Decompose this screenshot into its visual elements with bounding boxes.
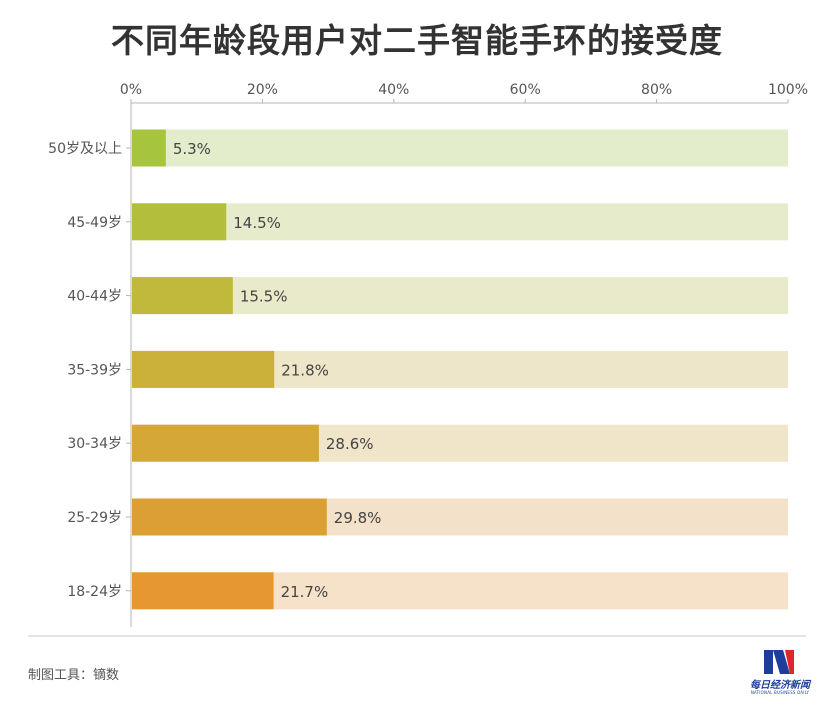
chart-title: 不同年龄段用户对二手智能手环的接受度 bbox=[111, 21, 723, 60]
bar-track bbox=[132, 129, 788, 167]
category-label: 45-49岁 bbox=[67, 215, 122, 231]
bar bbox=[132, 277, 233, 315]
x-tick-label: 60% bbox=[510, 82, 541, 98]
data-label: 21.8% bbox=[281, 361, 329, 379]
bar bbox=[132, 203, 227, 241]
category-label: 30-34岁 bbox=[67, 436, 122, 452]
category-label: 40-44岁 bbox=[67, 289, 122, 305]
data-label: 14.5% bbox=[233, 214, 281, 232]
category-label: 25-29岁 bbox=[67, 510, 122, 526]
data-label: 28.6% bbox=[326, 435, 374, 453]
publisher-logo: 每日经济新闻 NATIONAL BUSINESS DAILY bbox=[740, 646, 820, 702]
category-label: 18-24岁 bbox=[67, 584, 122, 600]
x-tick-label: 40% bbox=[378, 82, 409, 98]
x-tick-label: 0% bbox=[120, 82, 142, 98]
bar-track bbox=[132, 277, 788, 315]
bar-track bbox=[132, 203, 788, 241]
category-label: 35-39岁 bbox=[67, 362, 122, 378]
data-label: 29.8% bbox=[334, 509, 382, 527]
data-label: 15.5% bbox=[240, 288, 288, 306]
data-label: 5.3% bbox=[173, 140, 211, 158]
category-label: 50岁及以上 bbox=[48, 141, 122, 157]
bar bbox=[132, 129, 166, 167]
data-label: 21.7% bbox=[281, 583, 329, 601]
logo-name: 每日经济新闻 bbox=[750, 680, 810, 691]
x-tick-label: 80% bbox=[641, 82, 672, 98]
logo-subtitle: NATIONAL BUSINESS DAILY bbox=[750, 690, 810, 695]
bar bbox=[132, 424, 319, 462]
source-note: 制图工具：镝数 bbox=[28, 668, 120, 683]
bar bbox=[132, 498, 327, 536]
x-tick-label: 100% bbox=[768, 82, 808, 98]
x-tick-label: 20% bbox=[247, 82, 278, 98]
bar bbox=[132, 572, 274, 610]
logo-mark-icon bbox=[764, 650, 794, 674]
bar bbox=[132, 350, 275, 388]
